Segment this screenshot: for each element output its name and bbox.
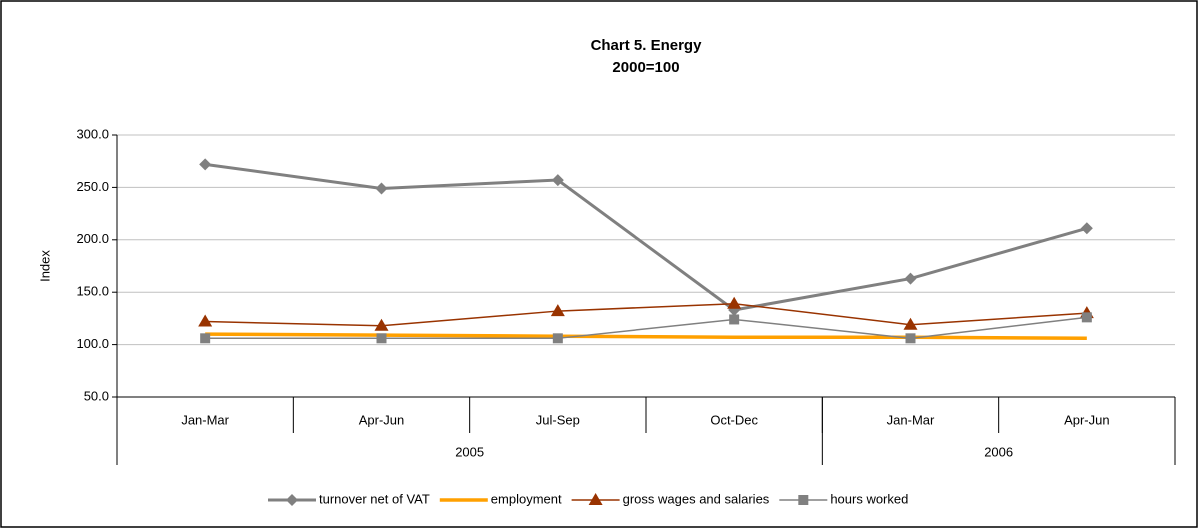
marker xyxy=(198,314,213,327)
marker xyxy=(550,304,565,317)
marker xyxy=(552,333,563,344)
marker xyxy=(904,272,917,285)
legend-label: hours worked xyxy=(830,491,908,506)
y-tick-label: 100.0 xyxy=(76,336,109,351)
series-line xyxy=(204,162,1088,312)
x-tick-label: Apr-Jun xyxy=(359,412,405,427)
group-label: 2006 xyxy=(984,444,1013,459)
x-tick-label: Jul-Sep xyxy=(536,412,580,427)
marker xyxy=(727,296,742,309)
series-line xyxy=(205,332,1087,341)
marker xyxy=(588,493,603,505)
y-tick-label: 150.0 xyxy=(76,284,109,299)
series-line xyxy=(205,316,1087,340)
group-label: 2005 xyxy=(455,444,484,459)
y-tick-label: 300.0 xyxy=(76,126,109,141)
legend-label: gross wages and salaries xyxy=(623,491,770,506)
marker xyxy=(1081,312,1092,323)
chart-subtitle: 2000=100 xyxy=(612,59,679,76)
marker xyxy=(286,494,298,506)
marker xyxy=(376,333,387,344)
legend-label: turnover net of VAT xyxy=(319,491,430,506)
chart-title: Chart 5. Energy xyxy=(591,37,703,54)
legend-label: employment xyxy=(491,491,562,506)
marker xyxy=(199,158,212,171)
x-tick-label: Oct-Dec xyxy=(710,412,758,427)
y-tick-label: 200.0 xyxy=(76,231,109,246)
x-tick-label: Jan-Mar xyxy=(887,412,935,427)
x-tick-label: Jan-Mar xyxy=(181,412,229,427)
marker xyxy=(551,174,564,187)
marker xyxy=(903,317,918,330)
y-tick-label: 250.0 xyxy=(76,179,109,194)
marker xyxy=(374,318,389,331)
x-tick-label: Apr-Jun xyxy=(1064,412,1110,427)
y-axis-label: Index xyxy=(37,250,52,282)
marker xyxy=(798,495,809,505)
marker xyxy=(905,333,916,344)
marker xyxy=(1080,222,1093,235)
marker xyxy=(375,182,388,195)
marker xyxy=(200,333,211,344)
y-tick-label: 50.0 xyxy=(84,388,109,403)
marker xyxy=(729,314,740,325)
series-line xyxy=(205,302,1087,327)
